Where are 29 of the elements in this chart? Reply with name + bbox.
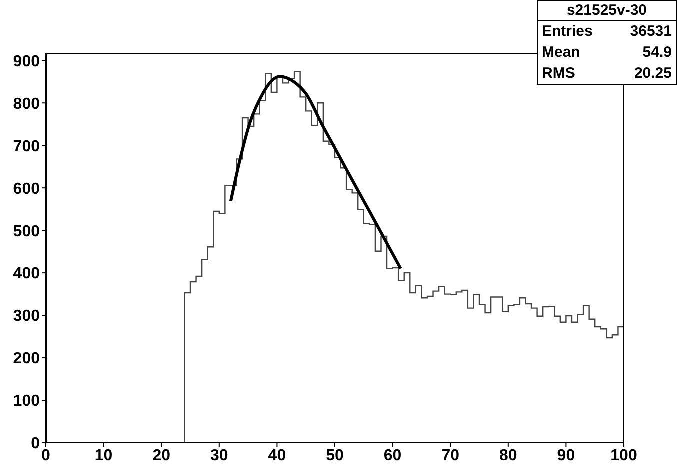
annotation: Mean <box>542 43 580 62</box>
x-tick-label: 40 <box>268 447 286 464</box>
y-tick-label: 700 <box>13 138 40 156</box>
text: s21525v-30 <box>538 1 676 21</box>
text: 54.9 <box>642 43 672 62</box>
y-tick-label: 600 <box>13 180 40 198</box>
x-tick-label: 60 <box>384 447 402 464</box>
y-tick-label: 0 <box>31 436 40 453</box>
x-tick-label: 70 <box>442 447 460 464</box>
line-series <box>229 75 402 270</box>
y-tick-label: 400 <box>13 266 40 283</box>
x-tick-label: 90 <box>557 447 576 464</box>
x-tick-label: 30 <box>210 447 228 464</box>
y-tick-label: 200 <box>13 350 40 368</box>
y-tick-label: 500 <box>13 223 40 240</box>
text: 20.25 <box>634 64 672 83</box>
y-tick-label: 900 <box>13 53 40 70</box>
x-tick-label: 10 <box>94 447 113 464</box>
y-tick-label: 800 <box>13 96 40 113</box>
x-tick-label: 50 <box>326 447 344 464</box>
x-tick-label: 100 <box>610 447 638 464</box>
text: Entries <box>542 22 593 41</box>
y-tick-label: 300 <box>13 308 40 326</box>
x-tick-label: 0 <box>42 447 51 464</box>
text: 36531 <box>630 22 672 41</box>
x-tick-label: 80 <box>500 447 518 464</box>
annotation: RMS <box>542 64 576 83</box>
x-tick-label: 20 <box>152 447 171 464</box>
y-tick-label: 100 <box>13 393 40 410</box>
